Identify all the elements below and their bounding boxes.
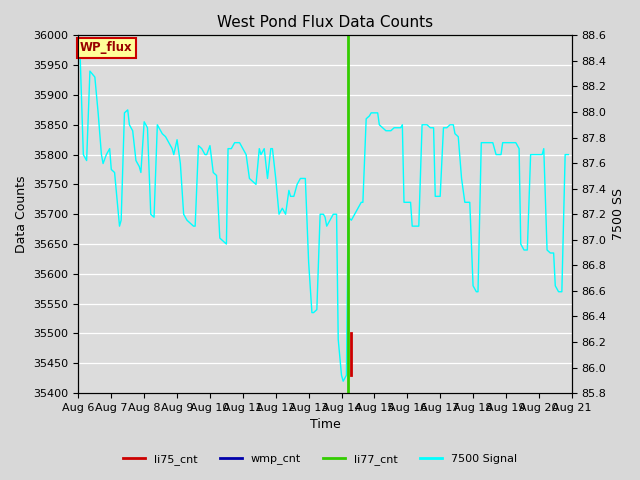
Y-axis label: 7500 SS: 7500 SS — [612, 188, 625, 240]
Title: West Pond Flux Data Counts: West Pond Flux Data Counts — [217, 15, 433, 30]
Text: WP_flux: WP_flux — [80, 41, 132, 54]
X-axis label: Time: Time — [310, 419, 340, 432]
Legend: li75_cnt, wmp_cnt, li77_cnt, 7500 Signal: li75_cnt, wmp_cnt, li77_cnt, 7500 Signal — [118, 450, 522, 469]
Y-axis label: Data Counts: Data Counts — [15, 176, 28, 253]
